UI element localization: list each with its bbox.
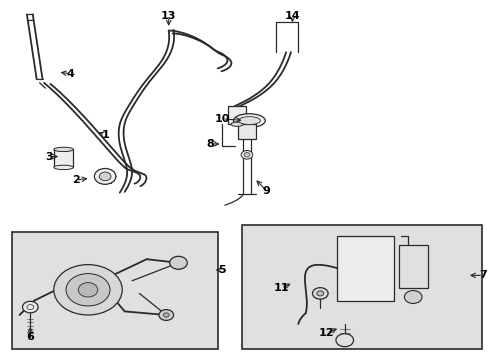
Text: 4: 4 [67, 69, 75, 79]
Ellipse shape [54, 165, 73, 170]
Text: 3: 3 [45, 152, 53, 162]
Bar [242, 225, 481, 349]
Bar [398, 245, 427, 288]
Circle shape [163, 313, 169, 317]
Text: 9: 9 [262, 186, 270, 196]
Bar [337, 236, 393, 301]
Text: 10: 10 [214, 114, 230, 124]
Bar [12, 232, 217, 349]
Ellipse shape [230, 122, 243, 126]
Ellipse shape [54, 147, 73, 152]
Text: 7: 7 [478, 270, 486, 280]
Text: 12: 12 [318, 328, 334, 338]
Circle shape [335, 334, 353, 347]
Circle shape [78, 283, 98, 297]
Bar [54, 149, 73, 167]
Bar [238, 124, 255, 139]
Circle shape [54, 265, 122, 315]
Circle shape [159, 310, 173, 320]
Text: 11: 11 [273, 283, 288, 293]
Circle shape [316, 291, 323, 296]
Text: 5: 5 [218, 265, 226, 275]
Circle shape [404, 291, 421, 303]
Ellipse shape [233, 114, 264, 127]
Text: 2: 2 [72, 175, 80, 185]
Circle shape [312, 288, 327, 299]
Circle shape [22, 301, 38, 313]
Text: 14: 14 [284, 11, 300, 21]
Circle shape [169, 256, 187, 269]
Text: 13: 13 [161, 11, 176, 21]
Circle shape [99, 172, 111, 181]
Circle shape [94, 168, 116, 184]
Text: 8: 8 [206, 139, 214, 149]
Text: 1: 1 [101, 130, 109, 140]
Circle shape [66, 274, 110, 306]
Text: 6: 6 [26, 332, 34, 342]
Ellipse shape [238, 117, 260, 125]
Bar [228, 106, 245, 124]
Circle shape [241, 150, 252, 159]
Circle shape [244, 153, 249, 157]
